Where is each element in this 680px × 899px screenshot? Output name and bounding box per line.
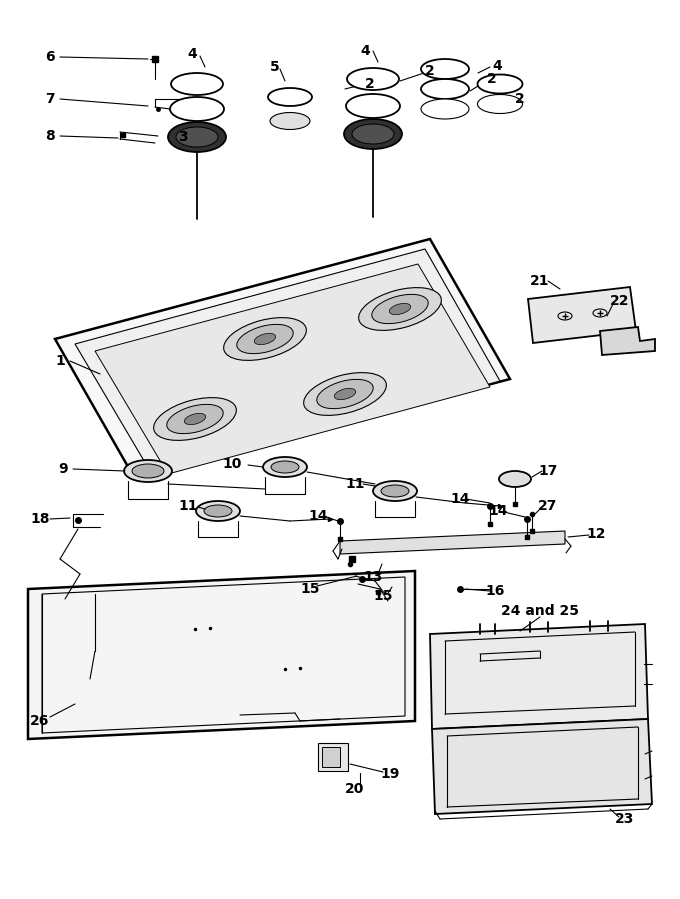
- Polygon shape: [430, 624, 648, 729]
- Text: 24 and 25: 24 and 25: [501, 604, 579, 618]
- Ellipse shape: [358, 288, 441, 331]
- Text: 12: 12: [586, 527, 606, 541]
- Ellipse shape: [372, 294, 428, 324]
- Polygon shape: [55, 239, 510, 479]
- Text: 20: 20: [345, 782, 364, 796]
- Text: 23: 23: [615, 812, 634, 826]
- Ellipse shape: [317, 379, 373, 409]
- Text: 15: 15: [373, 589, 393, 603]
- Text: 3: 3: [178, 130, 188, 144]
- Text: 1: 1: [55, 354, 65, 368]
- Text: 4: 4: [187, 47, 197, 61]
- Bar: [318, 743, 348, 771]
- Ellipse shape: [124, 460, 172, 482]
- Ellipse shape: [254, 334, 275, 344]
- Text: 17: 17: [539, 464, 558, 478]
- Text: 9: 9: [58, 462, 68, 476]
- Ellipse shape: [421, 59, 469, 79]
- Ellipse shape: [477, 75, 522, 93]
- Text: 18: 18: [30, 512, 50, 526]
- Text: 2: 2: [425, 64, 435, 78]
- Polygon shape: [528, 287, 636, 343]
- Ellipse shape: [381, 485, 409, 497]
- Polygon shape: [340, 531, 565, 554]
- Ellipse shape: [132, 464, 164, 478]
- Text: 10: 10: [222, 457, 241, 471]
- Ellipse shape: [499, 471, 531, 487]
- Bar: [322, 747, 340, 767]
- Ellipse shape: [237, 325, 293, 353]
- Text: 4: 4: [492, 59, 502, 73]
- Polygon shape: [75, 249, 500, 476]
- Ellipse shape: [373, 481, 417, 501]
- Text: 11: 11: [178, 499, 198, 513]
- Ellipse shape: [270, 112, 310, 129]
- Ellipse shape: [170, 97, 224, 121]
- Ellipse shape: [352, 124, 394, 144]
- Text: 2: 2: [487, 72, 497, 86]
- Ellipse shape: [168, 122, 226, 152]
- Polygon shape: [432, 719, 652, 814]
- Ellipse shape: [176, 127, 218, 147]
- Text: 14: 14: [308, 509, 328, 523]
- Text: 7: 7: [45, 92, 55, 106]
- Ellipse shape: [167, 405, 223, 433]
- Text: 26: 26: [31, 714, 50, 728]
- Ellipse shape: [224, 317, 307, 360]
- Ellipse shape: [184, 414, 206, 424]
- Text: 14: 14: [450, 492, 470, 506]
- Text: 6: 6: [45, 50, 55, 64]
- Text: 14: 14: [488, 504, 508, 518]
- Polygon shape: [600, 327, 655, 355]
- Ellipse shape: [263, 457, 307, 477]
- Text: 2: 2: [515, 92, 525, 106]
- Ellipse shape: [477, 94, 522, 113]
- Ellipse shape: [346, 94, 400, 118]
- Ellipse shape: [268, 88, 312, 106]
- Text: 22: 22: [610, 294, 630, 308]
- Polygon shape: [28, 571, 415, 739]
- Text: 13: 13: [363, 570, 383, 584]
- Text: 2: 2: [365, 77, 375, 91]
- Text: 21: 21: [530, 274, 549, 288]
- Text: 8: 8: [45, 129, 55, 143]
- Text: 4: 4: [360, 44, 370, 58]
- Ellipse shape: [271, 461, 299, 473]
- Ellipse shape: [154, 397, 237, 441]
- Text: 19: 19: [380, 767, 400, 781]
- Polygon shape: [95, 264, 490, 474]
- Ellipse shape: [389, 303, 411, 315]
- Ellipse shape: [335, 388, 356, 400]
- Text: 15: 15: [301, 582, 320, 596]
- Ellipse shape: [421, 79, 469, 99]
- Ellipse shape: [204, 505, 232, 517]
- Text: 16: 16: [486, 584, 505, 598]
- Text: 5: 5: [270, 60, 280, 74]
- Ellipse shape: [171, 73, 223, 95]
- Ellipse shape: [421, 99, 469, 119]
- Ellipse shape: [304, 372, 386, 415]
- Ellipse shape: [347, 68, 399, 90]
- Text: 27: 27: [539, 499, 558, 513]
- Text: 11: 11: [345, 477, 364, 491]
- Ellipse shape: [196, 501, 240, 521]
- Ellipse shape: [344, 119, 402, 149]
